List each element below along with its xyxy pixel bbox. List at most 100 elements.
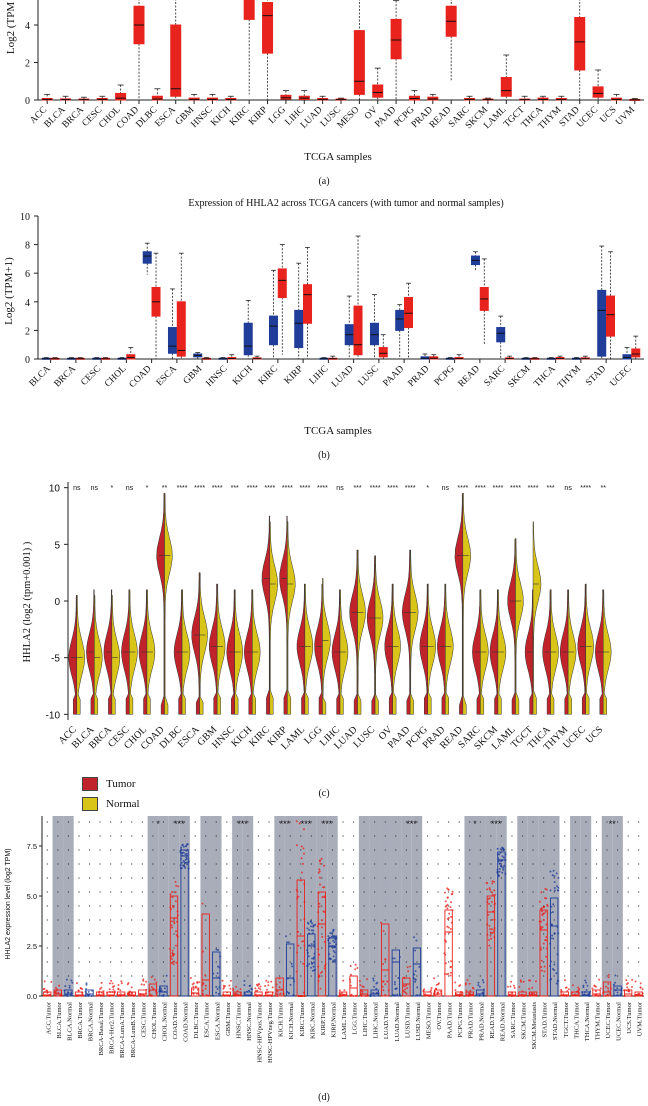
data-point — [542, 942, 545, 945]
data-point — [186, 863, 189, 866]
grid-dot — [405, 891, 407, 893]
x-tick-label: UVM.Tumor — [637, 1001, 644, 1036]
box-normal — [41, 357, 51, 360]
box-normal — [66, 357, 76, 360]
data-point — [319, 987, 322, 990]
box-tumor — [170, 0, 182, 100]
data-point — [312, 961, 315, 964]
grid-dot — [131, 947, 133, 949]
data-point — [496, 847, 499, 850]
grid-dot — [616, 877, 619, 879]
significance-label: **** — [299, 485, 310, 492]
violin-normal-half — [392, 583, 401, 715]
grid-dot — [226, 835, 228, 837]
grid-dot — [194, 975, 196, 977]
grid-dot — [374, 947, 376, 949]
grid-dot — [257, 975, 260, 977]
grid-dot — [458, 835, 460, 837]
grid-dot — [384, 947, 386, 949]
data-point — [598, 978, 601, 981]
grid-dot — [437, 933, 439, 935]
box-rect — [528, 991, 538, 997]
data-point — [502, 856, 505, 859]
x-tick-label: LUAD.Normal — [394, 1002, 401, 1042]
data-point — [77, 989, 80, 992]
grid-dot — [268, 905, 270, 907]
grid-dot — [46, 835, 48, 837]
data-point — [330, 932, 333, 935]
data-point — [79, 987, 82, 989]
box-tumor — [353, 235, 363, 359]
grid-dot — [289, 933, 291, 935]
panel-b-chart: Expression of HHLA2 across TCGA cancers … — [3, 198, 644, 461]
box-rect — [268, 315, 278, 346]
data-point — [68, 984, 71, 987]
data-point — [481, 991, 484, 994]
data-point — [70, 979, 73, 982]
grid-dot — [627, 947, 629, 949]
grid-dot — [257, 919, 260, 921]
box-rect — [634, 991, 643, 997]
data-point — [359, 984, 362, 987]
data-point — [307, 955, 310, 958]
grid-dot — [585, 849, 587, 851]
grid-dot — [162, 947, 165, 949]
data-point — [318, 860, 321, 863]
grid-dot — [236, 933, 238, 935]
data-point — [556, 885, 559, 888]
grid-dot — [426, 821, 429, 823]
box-rect — [277, 268, 287, 299]
grid-dot — [490, 849, 492, 851]
grid-dot — [627, 835, 629, 837]
data-point — [551, 923, 553, 926]
box-rect — [402, 977, 411, 997]
x-tick-label: LIHC.Tumor — [362, 1001, 369, 1036]
box-rect — [126, 354, 136, 360]
box-normal — [445, 357, 455, 360]
box-tumor — [188, 93, 200, 101]
data-point — [488, 887, 491, 890]
data-point — [358, 980, 361, 982]
grid-dot — [448, 821, 450, 823]
data-point — [184, 853, 187, 856]
grid-dot — [543, 891, 545, 893]
grid-dot — [426, 835, 429, 837]
grid-dot — [384, 849, 386, 851]
grid-dot — [469, 975, 471, 977]
grid-dot — [152, 947, 154, 949]
panel-a: 0 2 4 ACC BLCA BRCA CESC CHOL COAD DLBC ESCA GBM HNS… — [0, 0, 648, 200]
grid-dot — [173, 891, 175, 893]
violin-normal-half — [94, 595, 103, 715]
grid-dot — [110, 947, 112, 949]
x-tick-label: READ.Normal — [499, 1002, 506, 1041]
data-point — [87, 990, 90, 993]
grid-dot — [205, 849, 207, 851]
x-tick-label: READ.Tumor — [489, 1001, 496, 1039]
grid-dot — [289, 919, 291, 921]
data-point — [333, 951, 336, 954]
significance-label: **** — [264, 485, 275, 492]
grid-dot — [564, 821, 566, 823]
significance-label: * — [111, 485, 114, 492]
grid-dot — [88, 961, 91, 963]
grid-dot — [99, 933, 101, 935]
grid-dot — [110, 877, 112, 879]
data-point — [171, 896, 174, 899]
grid-dot — [532, 877, 534, 879]
data-point — [631, 978, 634, 981]
data-point — [267, 981, 270, 984]
grid-dot — [500, 835, 503, 837]
data-point — [376, 991, 379, 994]
grid-dot — [236, 961, 238, 963]
data-point — [468, 982, 471, 985]
data-point — [99, 988, 102, 990]
data-point — [172, 963, 175, 966]
grid-dot — [374, 961, 376, 963]
data-point — [120, 980, 123, 983]
data-point — [150, 976, 153, 979]
data-point — [446, 907, 449, 910]
data-point — [119, 989, 122, 992]
grid-dot — [437, 905, 439, 907]
grid-dot — [532, 821, 534, 823]
violin-normal-half — [462, 493, 472, 715]
